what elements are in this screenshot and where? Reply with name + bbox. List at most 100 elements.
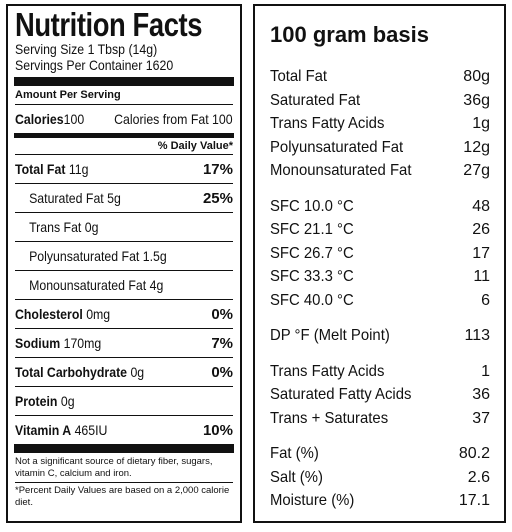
nutrient-row: Protein 0g [15, 386, 233, 415]
nutrient-name: Saturated Fat [29, 190, 104, 206]
nutrient-name: Vitamin A [15, 422, 72, 438]
basis-label: Monounsaturated Fat [270, 162, 412, 179]
basis-value: 1g [472, 115, 490, 132]
nutrient-daily-value: 7% [211, 334, 233, 352]
nutrient-row: Cholesterol 0mg 0% [15, 299, 233, 328]
group-spacer [270, 430, 490, 442]
nutrient-name: Protein [15, 393, 58, 409]
nutrient-daily-value: 10% [202, 421, 233, 439]
nutrition-facts-panel: Nutrition Facts Serving Size 1 Tbsp (14g… [6, 4, 242, 523]
basis-row: Saturated Fatty Acids 36 [270, 383, 490, 407]
nutrient-name: Trans Fat [29, 219, 82, 235]
basis-row: Fat (%) 80.2 [270, 442, 490, 466]
basis-row: Polyunsaturated Fat 12g [270, 136, 490, 160]
calories-value: 100 [63, 111, 85, 127]
basis-label: Saturated Fatty Acids [270, 386, 412, 403]
basis-value: 80g [463, 68, 490, 85]
nutrient-amount: 0g [130, 364, 145, 380]
nutrient-amount: 1.5g [142, 248, 167, 264]
calories-from-fat: Calories from Fat 100 [114, 111, 233, 127]
nutrient-amount: 0g [60, 393, 75, 409]
basis-label: Moisture (%) [270, 492, 355, 509]
basis-groups: Total Fat 80g Saturated Fat 36g Trans Fatty … [270, 65, 490, 513]
nutrient-name: Polyunsaturated Fat [29, 248, 140, 264]
basis-value: 37 [472, 409, 490, 427]
basis-row: Trans + Saturates 37 [270, 407, 490, 431]
basis-value: 48 [472, 197, 490, 215]
nutrient-name: Total Carbohydrate [15, 364, 128, 380]
basis-label: SFC 33.3 °C [270, 268, 354, 285]
basis-row: Monounsaturated Fat 27g [270, 159, 490, 183]
nutrient-name: Monounsaturated Fat [29, 277, 147, 293]
nutrient-row: Sodium 170mg 7% [15, 328, 233, 357]
basis-label: DP °F (Melt Point) [270, 327, 390, 344]
nutrient-amount: 0g [84, 219, 99, 235]
nutrient-daily-value: 0% [211, 363, 233, 381]
basis-label: Salt (%) [270, 468, 323, 486]
basis-label: Trans Fatty Acids [270, 362, 385, 380]
basis-value: 17 [472, 244, 490, 262]
basis-row: Saturated Fat 36g [270, 89, 490, 113]
nutrient-amount: 11g [68, 161, 89, 177]
basis-value: 80.2 [458, 445, 490, 462]
nutrient-amount: 5g [107, 190, 121, 206]
medium-divider [14, 133, 234, 138]
basis-value: 1 [481, 362, 490, 380]
calories-row: Calories100 Calories from Fat 100 [15, 104, 233, 133]
nutrient-row: Total Fat 11g 17% [15, 154, 233, 183]
nutrient-amount: 0mg [86, 306, 111, 322]
basis-label: Trans Fatty Acids [270, 115, 385, 132]
basis-value: 26 [472, 221, 490, 238]
nutrient-row: Vitamin A 465IU 10% [15, 415, 233, 444]
basis-label: SFC 40.0 °C [270, 291, 354, 309]
nutrient-row: Trans Fat 0g [15, 212, 233, 241]
basis-label: SFC 21.1 °C [270, 221, 354, 238]
basis-value: 2.6 [467, 468, 490, 486]
basis-label: SFC 26.7 °C [270, 244, 354, 262]
basis-row: DP °F (Melt Point) 113 [270, 324, 490, 348]
calories-label: Calories [15, 111, 64, 127]
basis-value: 27g [463, 162, 490, 179]
nutrient-daily-value: 0% [211, 305, 233, 323]
basis-value: 113 [464, 327, 490, 344]
basis-label: Saturated Fat [270, 91, 361, 109]
nutrient-row: Monounsaturated Fat 4g [15, 270, 233, 299]
basis-value: 6 [481, 291, 490, 309]
nutrition-facts-title: Nutrition Facts [15, 6, 203, 43]
serving-size: Serving Size 1 Tbsp (14g) [15, 41, 158, 57]
basis-row: Moisture (%) 17.1 [270, 489, 490, 513]
group-spacer [270, 348, 490, 360]
basis-row: SFC 10.0 °C 48 [270, 195, 490, 219]
basis-label: Total Fat [270, 68, 328, 85]
basis-row: Trans Fatty Acids 1 [270, 360, 490, 384]
basis-row: Salt (%) 2.6 [270, 466, 490, 490]
thick-divider-bottom [14, 444, 234, 453]
basis-row: SFC 33.3 °C 11 [270, 265, 490, 289]
footnote-not-significant: Not a significant source of dietary fibe… [15, 456, 213, 479]
basis-row: Total Fat 80g [270, 65, 490, 89]
basis-label: Trans + Saturates [270, 409, 389, 427]
nutrient-row: Polyunsaturated Fat 1.5g [15, 241, 233, 270]
basis-title: 100 gram basis [270, 22, 429, 47]
group-spacer [270, 312, 490, 324]
nutrient-amount: 4g [149, 277, 164, 293]
group-spacer [270, 183, 490, 195]
basis-value: 11 [473, 268, 490, 285]
footnote-daily-values: *Percent Daily Values are based on a 2,0… [15, 482, 233, 509]
nutrient-rows: Total Fat 11g 17% Saturated Fat 5g 25% Trans… [15, 154, 233, 444]
daily-value-header: % Daily Value* [157, 140, 233, 152]
nutrient-daily-value: 17% [202, 160, 233, 178]
basis-row: SFC 26.7 °C 17 [270, 242, 490, 266]
basis-label: SFC 10.0 °C [270, 197, 354, 215]
basis-value: 17.1 [458, 492, 490, 509]
nutrient-amount: 170mg [63, 335, 102, 351]
nutrient-name: Cholesterol [15, 306, 83, 322]
basis-label: Polyunsaturated Fat [270, 138, 404, 156]
basis-row: SFC 40.0 °C 6 [270, 289, 490, 313]
nutrient-daily-value: 25% [202, 189, 233, 207]
nutrient-name: Sodium [15, 335, 61, 351]
basis-label: Fat (%) [270, 445, 319, 462]
basis-value: 36 [472, 386, 490, 403]
basis-row: SFC 21.1 °C 26 [270, 218, 490, 242]
hundred-gram-basis-panel: 100 gram basis Total Fat 80g Saturated Fat… [253, 4, 506, 523]
